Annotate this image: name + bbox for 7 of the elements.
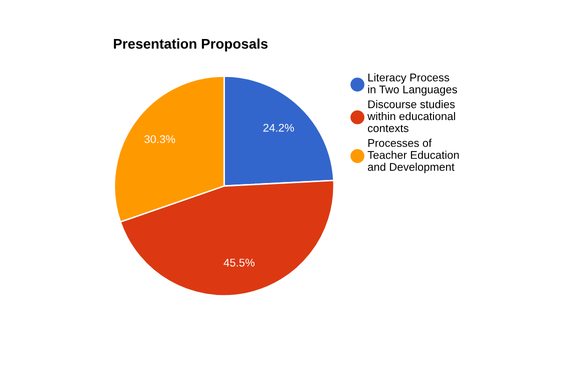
legend-label: Processes of Teacher Education and Development [368,138,459,174]
data-label: 45.5% [224,258,255,267]
chart-title: Presentation Proposals [114,38,268,52]
legend-label: Literacy Process in Two Languages [368,73,458,96]
data-label: 30.3% [144,135,176,144]
legend-label: Discourse studies within educational contexts [367,100,456,132]
data-label: 24.2% [263,124,294,132]
